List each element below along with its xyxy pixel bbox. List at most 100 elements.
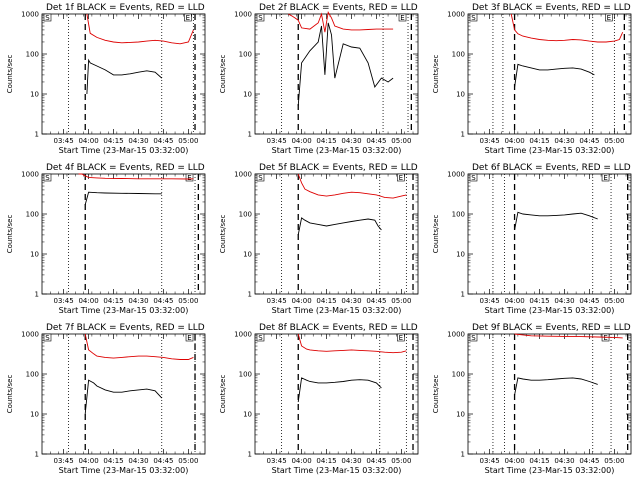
start-flag-label: S bbox=[258, 334, 263, 342]
panel-title: Det 1f BLACK = Events, RED = LLD bbox=[46, 3, 205, 13]
y-tick-label: 100 bbox=[452, 51, 465, 59]
x-tick-label: 04:30 bbox=[341, 137, 361, 145]
x-axis-label: Start Time (23-Mar-15 03:32:00) bbox=[485, 466, 615, 475]
x-tick-label: 04:45 bbox=[579, 457, 599, 465]
detector-panel-6: Det 6f BLACK = Events, RED = LLD 1 10 100 10… bbox=[426, 160, 639, 320]
y-tick-label: 1000 bbox=[234, 171, 252, 179]
start-flag bbox=[256, 333, 265, 342]
start-flag-label: S bbox=[471, 14, 476, 22]
detector-panel-2: Det 2f BLACK = Events, RED = LLD 1 10 100 10… bbox=[213, 0, 426, 160]
y-axis-label: Counts/sec bbox=[432, 375, 440, 414]
detector-chart-7: Det 7f BLACK = Events, RED = LLD 1 10 100 10… bbox=[6, 323, 206, 475]
y-tick-label: 1000 bbox=[447, 11, 465, 19]
detector-chart-3: Det 3f BLACK = Events, RED = LLD 1 10 100 10… bbox=[432, 3, 632, 155]
x-tick-label: 04:15 bbox=[103, 297, 123, 305]
panel-title: Det 7f BLACK = Events, RED = LLD bbox=[46, 323, 205, 333]
y-tick-label: 10 bbox=[243, 91, 252, 99]
y-tick-label: 1000 bbox=[21, 11, 39, 19]
x-tick-label: 04:30 bbox=[554, 137, 574, 145]
y-tick-label: 1 bbox=[35, 131, 39, 139]
x-tick-label: 04:15 bbox=[103, 457, 123, 465]
start-flag bbox=[43, 13, 52, 22]
x-tick-label: 04:00 bbox=[504, 137, 524, 145]
x-tick-label: 03:45 bbox=[54, 137, 74, 145]
start-flag bbox=[256, 13, 265, 22]
x-tick-label: 04:15 bbox=[316, 137, 336, 145]
end-flag-label: E bbox=[399, 174, 403, 182]
detector-panel-9: Det 9f BLACK = Events, RED = LLD 1 10 100 10… bbox=[426, 320, 639, 480]
panel-title: Det 5f BLACK = Events, RED = LLD bbox=[259, 163, 418, 173]
start-flag bbox=[469, 13, 478, 22]
x-tick-label: 03:45 bbox=[267, 457, 287, 465]
start-flag bbox=[469, 333, 478, 342]
y-tick-label: 1000 bbox=[21, 171, 39, 179]
y-tick-label: 1 bbox=[461, 451, 465, 459]
plot-frame bbox=[254, 333, 419, 455]
x-tick-label: 04:00 bbox=[78, 137, 98, 145]
detector-panel-1: Det 1f BLACK = Events, RED = LLD 1 10 100 10… bbox=[0, 0, 213, 160]
start-flag bbox=[43, 173, 52, 182]
x-tick-label: 05:00 bbox=[604, 137, 624, 145]
series-line-events bbox=[514, 63, 595, 88]
y-tick-label: 100 bbox=[452, 371, 465, 379]
y-axis-label: Counts/sec bbox=[432, 215, 440, 254]
plot-frame bbox=[41, 13, 206, 135]
x-tick-label: 03:45 bbox=[267, 297, 287, 305]
x-tick-label: 04:00 bbox=[504, 457, 524, 465]
series-line-lld bbox=[297, 333, 407, 354]
x-tick-label: 04:45 bbox=[579, 137, 599, 145]
x-tick-label: 03:45 bbox=[54, 297, 74, 305]
start-flag-label: S bbox=[471, 174, 476, 182]
detector-chart-1: Det 1f BLACK = Events, RED = LLD 1 10 100 10… bbox=[6, 3, 206, 155]
x-axis-label: Start Time (23-Mar-15 03:32:00) bbox=[272, 306, 402, 315]
x-tick-label: 04:45 bbox=[366, 297, 386, 305]
end-flag-label: E bbox=[187, 174, 191, 182]
detector-chart-9: Det 9f BLACK = Events, RED = LLD 1 10 100 10… bbox=[432, 323, 632, 475]
y-tick-label: 10 bbox=[456, 411, 465, 419]
end-flag bbox=[605, 13, 613, 22]
x-tick-label: 04:30 bbox=[341, 297, 361, 305]
series-line-events bbox=[297, 217, 382, 235]
y-axis-label: Counts/sec bbox=[6, 375, 14, 414]
x-tick-label: 04:45 bbox=[579, 297, 599, 305]
y-tick-label: 1000 bbox=[234, 331, 252, 339]
x-tick-label: 04:15 bbox=[529, 137, 549, 145]
end-flag-label: E bbox=[607, 14, 611, 22]
y-tick-label: 1000 bbox=[21, 331, 39, 339]
y-tick-label: 100 bbox=[239, 51, 252, 59]
start-flag-label: S bbox=[258, 14, 263, 22]
detector-panel-5: Det 5f BLACK = Events, RED = LLD 1 10 100 10… bbox=[213, 160, 426, 320]
x-axis-label: Start Time (23-Mar-15 03:32:00) bbox=[59, 466, 189, 475]
x-tick-label: 04:45 bbox=[366, 457, 386, 465]
panel-title: Det 6f BLACK = Events, RED = LLD bbox=[472, 163, 631, 173]
y-tick-label: 1 bbox=[248, 451, 252, 459]
y-tick-label: 100 bbox=[239, 211, 252, 219]
start-flag bbox=[43, 333, 52, 342]
x-tick-label: 04:45 bbox=[153, 457, 173, 465]
end-flag bbox=[397, 333, 405, 342]
y-tick-label: 10 bbox=[243, 251, 252, 259]
y-tick-label: 100 bbox=[26, 51, 39, 59]
x-axis-label: Start Time (23-Mar-15 03:32:00) bbox=[485, 306, 615, 315]
end-flag bbox=[185, 173, 194, 182]
plot-frame bbox=[41, 173, 206, 295]
y-tick-label: 10 bbox=[30, 251, 39, 259]
x-tick-label: 04:30 bbox=[554, 457, 574, 465]
detector-panel-3: Det 3f BLACK = Events, RED = LLD 1 10 100 10… bbox=[426, 0, 639, 160]
series-line-lld bbox=[514, 333, 623, 339]
y-tick-label: 1000 bbox=[447, 171, 465, 179]
x-tick-label: 04:15 bbox=[529, 297, 549, 305]
x-tick-label: 04:30 bbox=[341, 457, 361, 465]
x-tick-label: 04:00 bbox=[291, 297, 311, 305]
x-tick-label: 04:00 bbox=[504, 297, 524, 305]
x-tick-label: 03:45 bbox=[480, 297, 500, 305]
x-tick-label: 04:00 bbox=[78, 297, 98, 305]
x-tick-label: 03:45 bbox=[480, 137, 500, 145]
y-axis-label: Counts/sec bbox=[6, 215, 14, 254]
series-line-lld bbox=[86, 13, 194, 45]
plot-frame bbox=[467, 173, 632, 295]
y-axis-label: Counts/sec bbox=[432, 55, 440, 94]
detector-panel-8: Det 8f BLACK = Events, RED = LLD 1 10 100 10… bbox=[213, 320, 426, 480]
x-axis-label: Start Time (23-Mar-15 03:32:00) bbox=[485, 146, 615, 155]
